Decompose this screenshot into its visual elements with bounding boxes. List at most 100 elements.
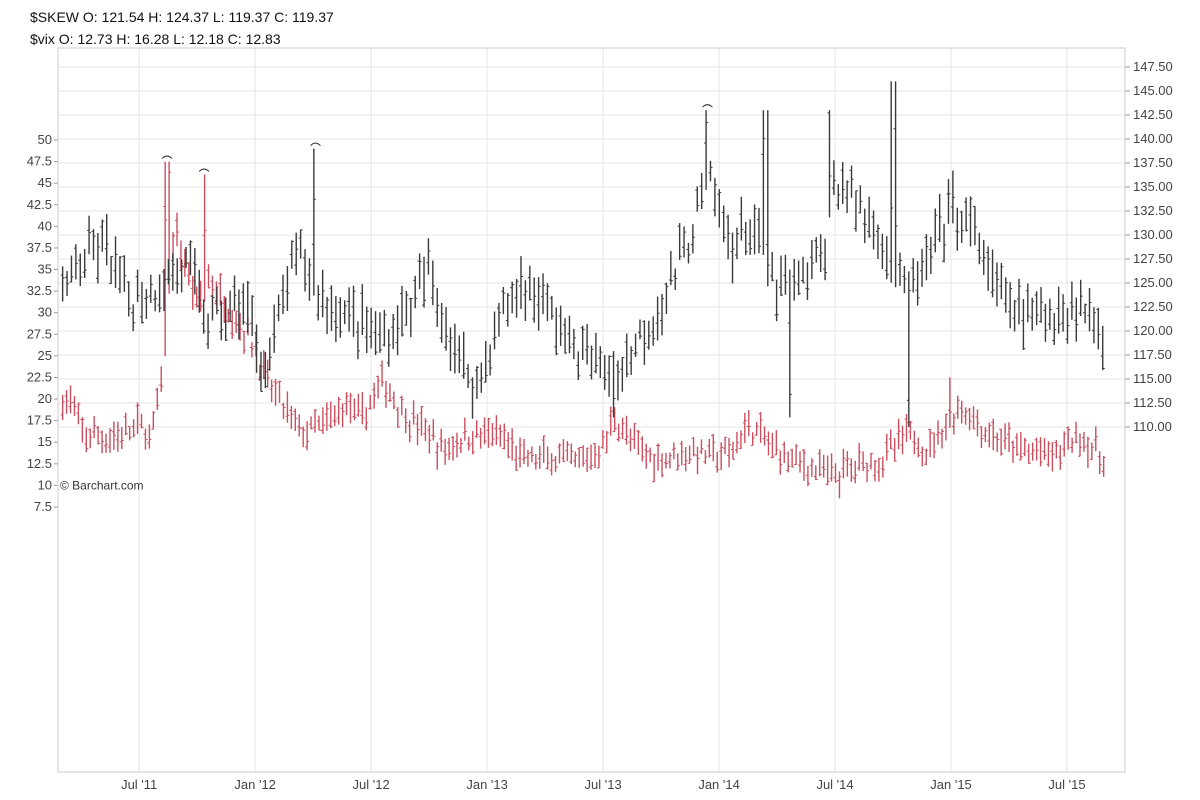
skew-bar [1043,303,1048,342]
vix-bar [537,445,542,469]
vix-bar [979,426,984,449]
vix-bar [332,405,337,426]
skew-bar [206,313,211,349]
vix-bar [454,432,459,458]
vix-bar [616,423,621,442]
skew-bar [756,207,761,254]
vix-bar [1085,436,1090,469]
vix-bar [234,310,239,334]
vix-bar [742,412,747,444]
vix-bar [431,419,436,441]
skew-bar [884,236,889,280]
vix-bar [115,421,120,452]
vix-bar [549,453,554,476]
skew-bar [355,321,360,360]
high-marker [702,104,713,108]
skew-series [60,81,1105,427]
skew-bar [1078,279,1083,317]
skew-bar [752,204,757,255]
skew-bar [712,177,717,217]
vix-bar [1046,441,1051,467]
vix-bar [135,402,140,435]
skew-bar [298,229,303,259]
vix-bar [711,433,716,462]
vix-bar [837,471,842,499]
vix-bar [470,431,475,455]
vix-bar [119,427,124,450]
vix-bar [230,309,235,339]
vix-bar [983,427,988,443]
right-tick-label: 147.50 [1133,59,1173,74]
vix-bar [569,443,574,465]
vix-bar [916,437,921,458]
vix-bar [1054,439,1059,459]
skew-bar [148,274,153,304]
skew-bar [1087,287,1092,332]
skew-bar [845,180,850,214]
left-tick-label: 17.5 [27,413,52,428]
skew-bar [642,320,647,365]
vix-bar [738,430,743,450]
left-tick-label: 27.5 [27,326,52,341]
skew-bar [748,219,753,255]
x-tick-label: Jan '15 [930,777,972,792]
skew-bar [933,208,938,253]
vix-bar [924,448,929,466]
vix-bar [786,451,791,473]
vix-bar [84,427,89,453]
vix-bar [111,421,116,450]
vix-bar [68,385,73,414]
skew-bar [699,172,704,210]
vix-bar [273,378,278,406]
left-tick-label: 50 [38,132,52,147]
skew-bar [911,258,916,293]
skew-bar [814,237,819,263]
skew-bar [131,304,136,332]
skew-bar [166,259,171,285]
vix-bar [975,409,980,437]
skew-bar [593,332,598,374]
vix-bar [482,417,487,445]
vix-bar [959,400,964,424]
skew-bar [258,351,263,393]
skew-bar [730,232,735,284]
skew-bar [126,281,131,317]
skew-bar [695,186,700,212]
vix-bar [478,428,483,449]
vix-bar [60,394,65,421]
vix-bar [320,407,325,434]
vix-bar [92,415,97,439]
vix-bar [691,437,696,457]
skew-bar [1069,281,1074,320]
skew-bar [1065,307,1070,344]
right-tick-label: 122.50 [1133,299,1173,314]
skew-bar [65,271,70,296]
skew-bar [959,210,964,243]
skew-bar [404,291,409,326]
skew-bar [289,240,294,269]
left-tick-label: 35 [38,262,52,277]
vix-bar [746,410,751,437]
skew-bar [184,246,189,268]
vix-bar [348,393,353,424]
skew-bar [717,189,722,228]
skew-bar [1096,307,1101,350]
vix-bar [76,402,81,425]
skew-bar [607,355,612,397]
vix-bar [943,413,948,441]
vix-bar [920,446,925,467]
skew-bar [395,305,400,356]
skew-bar [690,224,695,254]
vix-bar [821,454,826,478]
vix-bar [100,430,105,454]
skew-bar [483,341,488,383]
skew-bar [501,287,506,315]
vix-bar [281,402,286,419]
skew-bar [391,313,396,350]
skew-bar [990,249,995,298]
skew-bar [426,238,431,275]
vix-bar [778,450,783,475]
skew-bar [399,285,404,337]
skew-bar [386,329,391,367]
skew-bar [858,185,863,214]
